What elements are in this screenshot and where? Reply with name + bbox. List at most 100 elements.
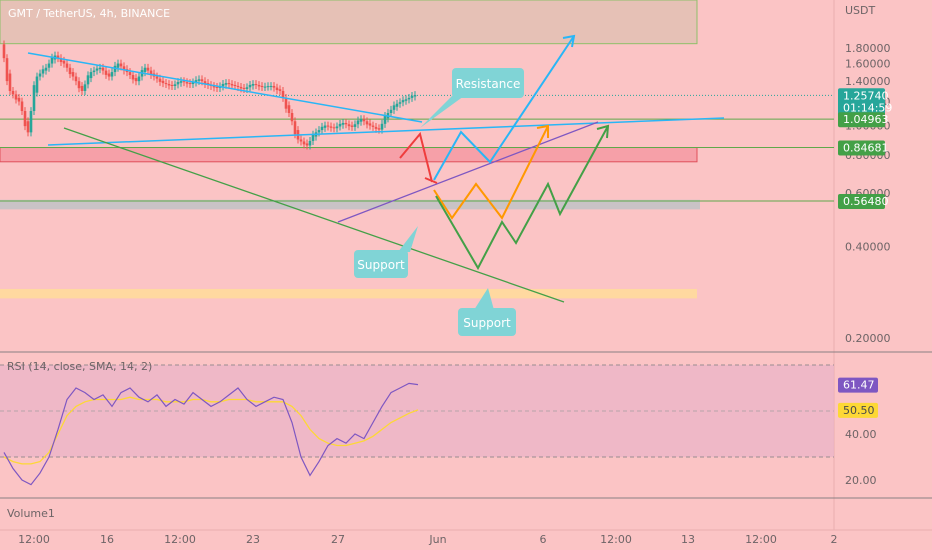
candle-body-111 xyxy=(335,126,339,129)
candle-body-15 xyxy=(47,63,51,68)
candle-body-87 xyxy=(263,86,267,88)
green-projection xyxy=(435,125,609,271)
resistance-callout[interactable]: Resistance xyxy=(420,68,524,128)
time-label-2: 12:00 xyxy=(164,533,196,546)
candle-body-47 xyxy=(143,67,147,73)
horizontal-resistance-line xyxy=(47,117,725,146)
candle-body-56 xyxy=(170,84,174,86)
candle-body-93 xyxy=(281,90,285,98)
candle-body-99 xyxy=(299,139,303,142)
red-arrow-head xyxy=(424,177,438,184)
candle-body-103 xyxy=(311,134,315,141)
candle-body-132 xyxy=(398,102,402,104)
red-projection xyxy=(399,131,433,183)
time-label-5: Jun xyxy=(428,533,446,546)
candle-body-33 xyxy=(101,67,105,71)
price-tick-2: 1.40000 xyxy=(845,75,891,88)
candle-body-62 xyxy=(188,83,192,85)
candle-body-131 xyxy=(395,103,399,107)
candle-body-21 xyxy=(65,63,69,68)
rsi-ma-value: 50.50 xyxy=(843,404,875,417)
blue-arrow-head xyxy=(562,34,576,48)
candle-body-123 xyxy=(371,125,375,127)
candle-body-91 xyxy=(275,87,279,91)
candle-body-96 xyxy=(290,112,294,122)
candle-body-70 xyxy=(212,85,216,88)
time-label-10: 2 xyxy=(831,533,838,546)
time-label-4: 27 xyxy=(331,533,345,546)
candle-body-6 xyxy=(20,101,24,112)
time-label-8: 13 xyxy=(681,533,695,546)
candle-body-30 xyxy=(92,70,96,73)
candle-body-25 xyxy=(77,81,81,89)
candle-body-19 xyxy=(59,58,63,63)
candle-body-89 xyxy=(269,85,273,87)
candle-body-88 xyxy=(266,86,270,88)
rsi-tick-0: 40.00 xyxy=(845,428,877,441)
current-price-tag: 1.25740 01:14:59 xyxy=(838,88,892,117)
candle-body-65 xyxy=(197,79,201,81)
candle-body-48 xyxy=(146,67,150,71)
candle-body-110 xyxy=(332,127,336,129)
ascending-trendline xyxy=(337,121,599,223)
candle-body-20 xyxy=(62,60,66,64)
candle-body-100 xyxy=(302,141,306,145)
candle-body-127 xyxy=(383,115,387,124)
candle-body-102 xyxy=(308,140,312,146)
support-callout-2[interactable]: Support xyxy=(458,288,516,336)
time-label-1: 16 xyxy=(100,533,114,546)
candle-body-135 xyxy=(407,97,411,100)
candle-body-59 xyxy=(179,81,183,83)
candle-body-40 xyxy=(122,66,126,71)
candle-body-71 xyxy=(215,86,219,88)
candle-body-35 xyxy=(107,73,111,77)
candle-body-108 xyxy=(326,125,330,127)
candle-body-55 xyxy=(167,84,171,86)
candle-body-2 xyxy=(8,73,12,91)
rsi-line xyxy=(3,382,419,486)
candle-body-51 xyxy=(155,76,159,79)
rsi-value: 61.47 xyxy=(843,379,875,392)
level-1-price-tag: 1.04963 xyxy=(838,112,889,128)
orange-arrow-head xyxy=(536,124,549,138)
candle-body-101 xyxy=(305,143,309,146)
level-2-price-tag: 0.84681 xyxy=(838,140,889,156)
candle-body-29 xyxy=(89,72,93,79)
candle-body-53 xyxy=(161,80,165,84)
candle-body-43 xyxy=(131,75,135,80)
zone-2 xyxy=(0,288,697,299)
candle-body-31 xyxy=(95,68,99,71)
time-label-7: 12:00 xyxy=(600,533,632,546)
time-label-9: 12:00 xyxy=(745,533,777,546)
candle-body-36 xyxy=(110,72,114,77)
support-callout-1[interactable]: Support xyxy=(354,226,418,278)
candle-body-115 xyxy=(347,124,351,127)
candle-body-3 xyxy=(11,90,15,95)
support-label-2: Support xyxy=(463,316,511,330)
candle-body-38 xyxy=(116,63,120,68)
rsi-tick-1: 20.00 xyxy=(845,474,877,487)
candle-body-86 xyxy=(260,85,264,87)
candle-body-83 xyxy=(251,84,255,86)
candle-body-80 xyxy=(242,87,246,89)
candle-body-90 xyxy=(272,85,276,88)
current-price-value: 1.25740 xyxy=(843,89,889,102)
rsi-legend: RSI (14, close, SMA, 14, 2) xyxy=(7,360,152,373)
candle-body-118 xyxy=(356,120,360,125)
candle-body-137 xyxy=(413,95,417,97)
candle-body-8 xyxy=(26,121,30,133)
candle-body-121 xyxy=(365,121,369,125)
candle-body-26 xyxy=(80,85,84,91)
candle-body-1 xyxy=(5,58,9,82)
candle-body-24 xyxy=(74,76,78,82)
candle-body-79 xyxy=(239,86,243,89)
candle-body-81 xyxy=(245,87,249,89)
candle-body-84 xyxy=(254,84,258,86)
candle-body-10 xyxy=(32,85,36,112)
candle-body-28 xyxy=(86,75,90,85)
candle-body-5 xyxy=(17,97,21,102)
descending-support-line xyxy=(63,127,565,303)
bar-countdown: 01:14:59 xyxy=(843,101,892,114)
candle-body-95 xyxy=(287,105,291,113)
candle-body-32 xyxy=(98,67,102,70)
